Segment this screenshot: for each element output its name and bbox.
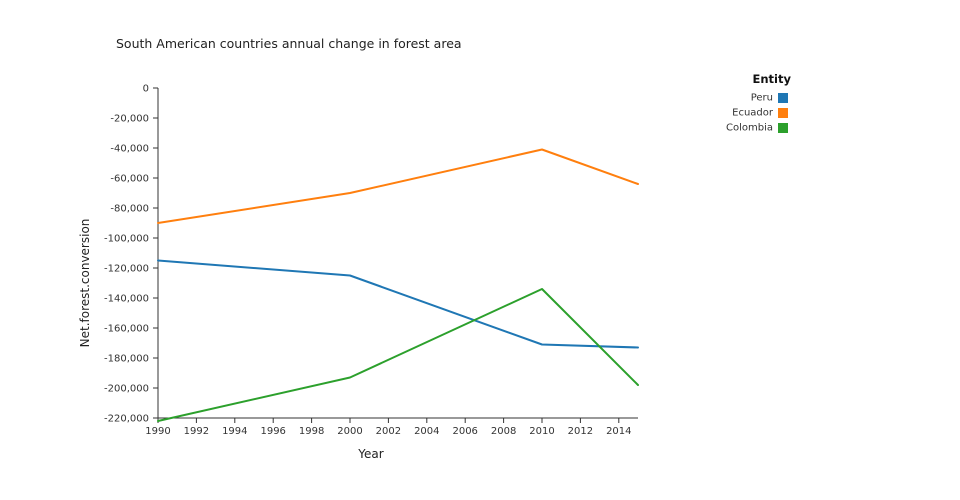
x-tick-label: 1994: [222, 426, 247, 437]
x-tick-label: 2004: [414, 426, 439, 437]
x-tick-label: 2008: [491, 426, 516, 437]
y-tick-label: -160,000: [104, 324, 149, 335]
x-tick-label: 2000: [337, 426, 362, 437]
series-line-ecuador: [157, 148, 639, 224]
x-tick-label: 2010: [529, 426, 554, 437]
series-line-peru: [157, 259, 639, 349]
legend-swatch-peru: [778, 93, 788, 103]
y-axis-title: Net.forest.conversion: [78, 219, 92, 348]
x-tick-label: 1992: [184, 426, 209, 437]
x-axis: 1990 1992 1994 1996 1998 2000 2002 2004 2006 2008…: [145, 417, 638, 437]
x-tick-label: 1998: [299, 426, 324, 437]
y-tick-label: -180,000: [104, 354, 149, 365]
series-line-colombia: [157, 288, 639, 422]
legend-label-colombia: Colombia: [726, 123, 773, 134]
y-axis: 0 -20,000 -40,000 -60,000 -80,000 -100,000 -12…: [104, 84, 159, 425]
y-tick-label: -200,000: [104, 384, 149, 395]
y-tick-label: -80,000: [110, 204, 149, 215]
x-tick-label: 2006: [452, 426, 477, 437]
chart-title: South American countries annual change i…: [116, 36, 462, 51]
y-tick-label: -100,000: [104, 234, 149, 245]
legend-label-ecuador: Ecuador: [732, 108, 774, 119]
y-tick-label: -20,000: [110, 114, 149, 125]
x-tick-label: 1996: [260, 426, 285, 437]
legend-swatch-ecuador: [778, 108, 788, 118]
legend-swatch-colombia: [778, 123, 788, 133]
y-tick-label: -60,000: [110, 174, 149, 185]
x-tick-label: 1990: [145, 426, 170, 437]
legend: Entity Peru Ecuador Colombia: [726, 72, 791, 134]
y-tick-label: -140,000: [104, 294, 149, 305]
y-tick-label: -220,000: [104, 414, 149, 425]
x-tick-label: 2014: [606, 426, 631, 437]
legend-label-peru: Peru: [751, 93, 773, 104]
legend-title: Entity: [753, 72, 792, 86]
x-tick-label: 2002: [376, 426, 401, 437]
x-tick-label: 2012: [568, 426, 593, 437]
x-axis-title: Year: [357, 447, 383, 461]
y-tick-label: 0: [143, 84, 149, 95]
series-layer: [157, 148, 639, 422]
y-tick-label: -120,000: [104, 264, 149, 275]
y-tick-label: -40,000: [110, 144, 149, 155]
